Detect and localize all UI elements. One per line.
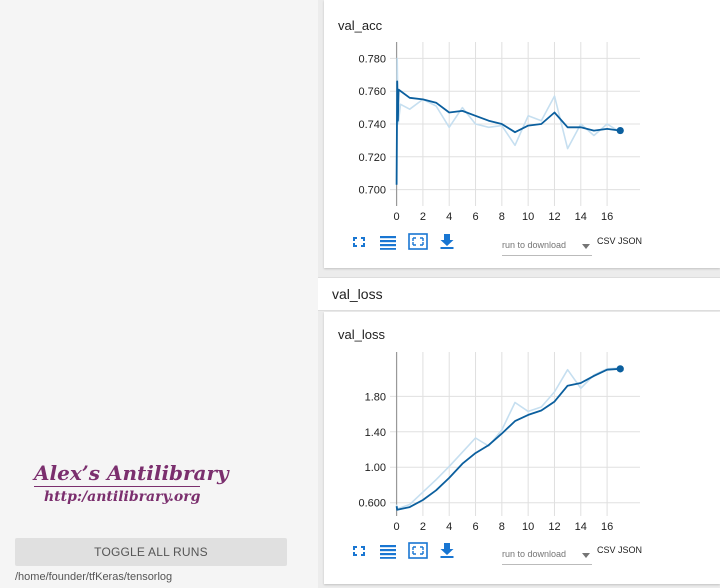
x-tick-label: 16 <box>601 211 613 223</box>
download-icon[interactable] <box>438 233 456 249</box>
val-acc-chart[interactable]: 0 2 4 6 8 10 12 14 16 0.700 0.720 0.740 0.760 0.780 <box>324 32 720 232</box>
x-tick-label: 2 <box>420 521 426 533</box>
chart-card-val-acc: val_acc 0 2 4 6 8 10 12 14 16 0.700 0.720 0.740 0.76… <box>324 0 720 268</box>
y-tick-label: 0.600 <box>358 498 386 510</box>
toggle-all-runs-button[interactable]: TOGGLE ALL RUNS <box>15 538 287 566</box>
chart-title-val-acc: val_acc <box>338 18 383 33</box>
tag-group-header[interactable]: val_loss <box>318 277 720 311</box>
chart-card-val-loss: val_loss 0 2 4 6 8 10 12 14 16 0.600 1.00 1.40 1.80 … <box>324 312 720 584</box>
watermark-url: http:/antilibrary.org <box>44 489 201 505</box>
y-tick-label: 1.40 <box>365 427 386 439</box>
y-tick-label: 0.700 <box>358 185 386 197</box>
list-icon[interactable] <box>379 543 397 559</box>
x-tick-label: 8 <box>499 521 505 533</box>
x-tick-label: 14 <box>575 521 587 533</box>
fit-domain-icon[interactable] <box>408 542 428 559</box>
chevron-down-icon <box>582 553 590 558</box>
x-tick-label: 0 <box>394 521 400 533</box>
last-point-marker <box>616 365 624 373</box>
watermark-title: Alex’s Antilibrary <box>34 461 229 485</box>
x-tick-label: 10 <box>522 211 534 223</box>
csv-link[interactable]: CSV <box>597 236 616 246</box>
x-tick-label: 12 <box>548 521 560 533</box>
raw-series-line <box>395 57 621 182</box>
tag-group-name: val_loss <box>332 286 383 302</box>
x-tick-label: 12 <box>548 211 560 223</box>
last-point-marker <box>616 126 624 135</box>
x-tick-label: 14 <box>575 211 587 223</box>
download-icon[interactable] <box>438 542 456 558</box>
y-tick-label: 1.00 <box>365 462 386 474</box>
main-panel: val_acc 0 2 4 6 8 10 12 14 16 0.700 0.720 0.740 0.76… <box>318 0 720 588</box>
x-tick-label: 8 <box>499 211 505 223</box>
x-tick-label: 0 <box>394 211 400 223</box>
chart-title-val-loss: val_loss <box>338 327 385 342</box>
x-tick-label: 4 <box>446 521 452 533</box>
x-tick-label: 6 <box>472 211 478 223</box>
x-tick-label: 10 <box>522 521 534 533</box>
csv-link[interactable]: CSV <box>597 545 616 555</box>
log-directory-label: /home/founder/tfKeras/tensorlog <box>15 571 173 583</box>
x-tick-label: 16 <box>601 521 613 533</box>
fit-domain-icon[interactable] <box>408 233 428 250</box>
run-to-download-select[interactable]: run to download <box>502 237 592 256</box>
y-tick-label: 0.740 <box>358 119 386 131</box>
val-loss-chart[interactable]: 0 2 4 6 8 10 12 14 16 0.600 1.00 1.40 1.80 <box>324 342 720 542</box>
runs-sidebar: Alex’s Antilibrary http:/antilibrary.org… <box>0 0 318 588</box>
smoothed-series-line <box>395 80 621 185</box>
json-link[interactable]: JSON <box>618 236 643 246</box>
y-tick-label: 0.720 <box>358 152 386 164</box>
smoothed-series-line <box>395 367 621 511</box>
chevron-down-icon <box>582 244 590 249</box>
x-tick-label: 2 <box>420 211 426 223</box>
x-tick-label: 6 <box>472 521 478 533</box>
y-tick-label: 1.80 <box>365 391 386 403</box>
fullscreen-icon[interactable] <box>350 543 368 559</box>
fullscreen-icon[interactable] <box>350 234 368 250</box>
watermark-underline <box>34 486 200 487</box>
x-tick-label: 4 <box>446 211 452 223</box>
run-select-placeholder: run to download <box>502 240 567 250</box>
y-tick-label: 0.780 <box>358 53 386 65</box>
raw-series-line <box>395 367 621 510</box>
run-to-download-select[interactable]: run to download <box>502 546 592 565</box>
json-link[interactable]: JSON <box>618 545 643 555</box>
run-select-placeholder: run to download <box>502 549 567 559</box>
y-tick-label: 0.760 <box>358 86 386 98</box>
list-icon[interactable] <box>379 234 397 250</box>
